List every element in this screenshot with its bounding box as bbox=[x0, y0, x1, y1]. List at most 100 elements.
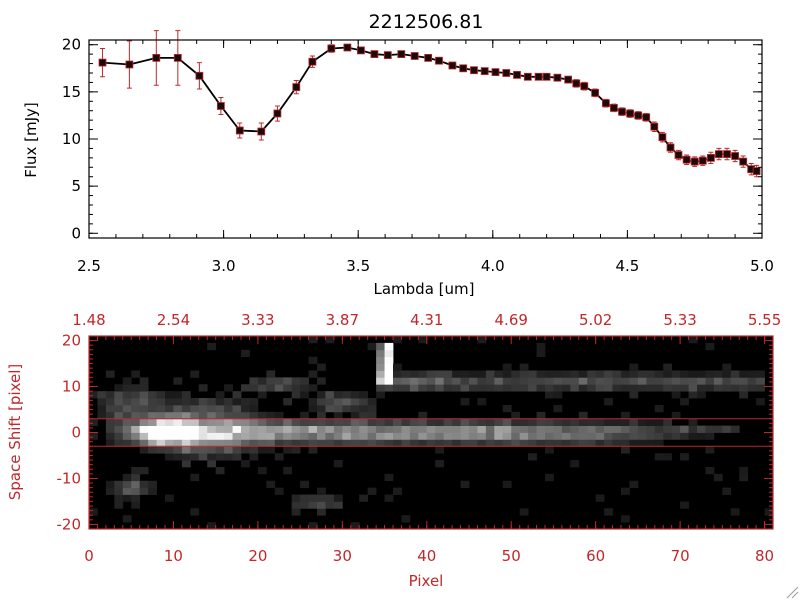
image-pixel bbox=[215, 398, 225, 406]
image-pixel bbox=[173, 439, 183, 447]
image-pixel bbox=[367, 425, 377, 433]
image-pixel bbox=[409, 370, 419, 378]
image-pixel bbox=[629, 432, 639, 440]
image-pixel bbox=[249, 453, 259, 461]
image-pixel bbox=[156, 418, 166, 426]
x-tick-label: 4.5 bbox=[615, 257, 639, 275]
data-point bbox=[480, 67, 489, 75]
image-pixel bbox=[384, 418, 394, 426]
image-pixel bbox=[435, 377, 445, 385]
image-pixel bbox=[131, 425, 141, 433]
image-pixel bbox=[561, 439, 571, 447]
image-pixel bbox=[756, 398, 765, 406]
image-pixel bbox=[224, 398, 233, 406]
image-pixel bbox=[148, 411, 157, 420]
image-pixel bbox=[384, 356, 394, 364]
image-pixel bbox=[460, 377, 470, 385]
y-tick-label: 20 bbox=[62, 36, 81, 54]
image-pixel bbox=[215, 446, 225, 454]
image-pixel bbox=[367, 432, 377, 440]
image-pixel bbox=[528, 370, 537, 378]
image-pixel bbox=[401, 384, 411, 392]
image-pixel bbox=[409, 432, 419, 440]
image-pixel bbox=[105, 398, 115, 406]
image-pixel bbox=[511, 425, 521, 433]
image-pixel bbox=[249, 446, 259, 454]
image-pixel bbox=[561, 377, 571, 385]
image-pixel bbox=[198, 425, 208, 433]
image-pixel bbox=[131, 404, 141, 413]
image-pixel bbox=[317, 404, 326, 413]
image-pixel bbox=[485, 418, 495, 426]
image-pixel bbox=[460, 418, 470, 426]
shift-tick-label: 0 bbox=[71, 424, 81, 442]
data-point bbox=[564, 75, 573, 84]
image-pixel bbox=[384, 342, 394, 351]
image-pixel bbox=[494, 432, 504, 440]
image-pixel bbox=[257, 384, 267, 392]
image-pixel bbox=[713, 377, 723, 385]
image-pixel bbox=[300, 391, 309, 399]
image-pixel bbox=[165, 418, 174, 426]
data-point bbox=[370, 50, 379, 58]
image-pixel bbox=[654, 418, 664, 426]
image-pixel bbox=[308, 398, 318, 406]
image-pixel bbox=[232, 425, 242, 433]
image-pixel bbox=[325, 439, 335, 447]
image-pixel bbox=[739, 466, 749, 475]
image-pixel bbox=[97, 391, 107, 399]
image-pixel bbox=[308, 425, 318, 433]
image-pixel bbox=[469, 432, 478, 440]
image-pixel bbox=[114, 398, 124, 406]
image-pixel bbox=[122, 473, 132, 482]
image-pixel bbox=[139, 439, 149, 447]
image-pixel bbox=[241, 404, 250, 413]
pixel-tick-label: 20 bbox=[248, 547, 267, 565]
image-pixel bbox=[114, 432, 124, 440]
image-pixel bbox=[646, 384, 656, 392]
image-pixel bbox=[342, 439, 352, 447]
image-pixel bbox=[249, 411, 259, 420]
data-point bbox=[308, 57, 317, 66]
image-pixel bbox=[181, 391, 191, 399]
image-pixel bbox=[333, 432, 343, 440]
image-pixel bbox=[756, 384, 765, 392]
image-pixel bbox=[460, 398, 470, 406]
image-pixel bbox=[350, 522, 360, 530]
image-pixel bbox=[148, 446, 157, 454]
flux-series-line bbox=[102, 46, 757, 172]
image-pixel bbox=[393, 487, 402, 495]
image-pixel bbox=[198, 411, 208, 420]
data-point bbox=[674, 151, 683, 159]
image-pixel bbox=[587, 370, 597, 378]
image-pixel bbox=[688, 384, 698, 392]
image-pixel bbox=[545, 370, 554, 378]
image-pixel bbox=[578, 384, 588, 392]
image-pixel bbox=[680, 432, 689, 440]
image-pixel bbox=[241, 411, 250, 420]
image-pixel bbox=[300, 494, 309, 502]
image-pixel bbox=[325, 501, 335, 509]
image-pixel bbox=[300, 480, 309, 489]
pixel-tick-label: 40 bbox=[417, 547, 436, 565]
image-pixel bbox=[232, 453, 242, 461]
image-pixel bbox=[739, 391, 749, 399]
image-pixel bbox=[688, 336, 698, 344]
image-pixel bbox=[173, 418, 183, 426]
image-pixel bbox=[291, 501, 301, 509]
image-pixel bbox=[629, 391, 639, 399]
data-point bbox=[216, 102, 225, 110]
data-point bbox=[634, 111, 643, 120]
image-pixel bbox=[443, 377, 453, 385]
image-pixel bbox=[452, 432, 461, 440]
image-pixel bbox=[300, 501, 309, 509]
x-tick-label: 2.5 bbox=[77, 257, 101, 275]
image-pixel bbox=[629, 425, 639, 433]
resize-grip-icon[interactable] bbox=[786, 586, 799, 599]
image-pixel bbox=[511, 432, 521, 440]
image-pixel bbox=[435, 384, 445, 392]
data-point bbox=[257, 127, 266, 136]
image-pixel bbox=[612, 370, 622, 378]
pixel-tick-label: 60 bbox=[586, 547, 605, 565]
